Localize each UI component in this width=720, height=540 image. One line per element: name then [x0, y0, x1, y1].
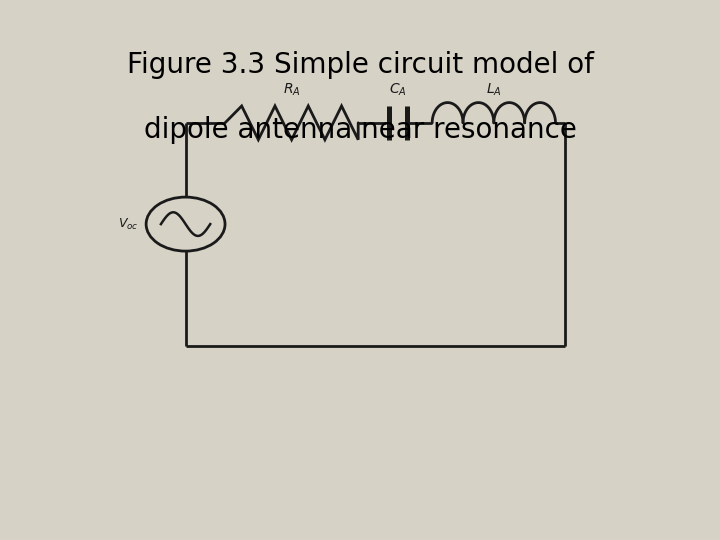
Text: Figure 3.3 Simple circuit model of: Figure 3.3 Simple circuit model of	[127, 51, 593, 79]
Text: dipole antenna near resonance: dipole antenna near resonance	[143, 116, 577, 144]
Text: $V_{oc}$: $V_{oc}$	[118, 217, 139, 232]
Text: $L_A$: $L_A$	[486, 81, 502, 98]
Text: $R_A$: $R_A$	[283, 81, 300, 98]
Text: $C_A$: $C_A$	[389, 81, 407, 98]
